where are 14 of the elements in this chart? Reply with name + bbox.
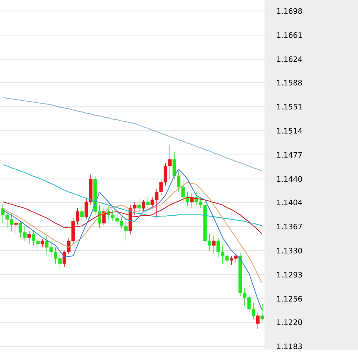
candlestick	[14, 218, 18, 236]
candlestick	[80, 205, 84, 222]
candlestick	[28, 231, 32, 245]
candlestick	[260, 304, 264, 322]
candlestick	[36, 238, 40, 252]
candlestick	[212, 236, 216, 255]
candlestick	[124, 221, 128, 242]
candlestick	[138, 198, 142, 214]
candlestick	[256, 312, 260, 330]
candlestick	[58, 254, 62, 271]
candlestick	[146, 197, 150, 209]
candlestick	[32, 230, 36, 246]
candlestick	[190, 193, 194, 209]
candlestick	[168, 144, 172, 180]
